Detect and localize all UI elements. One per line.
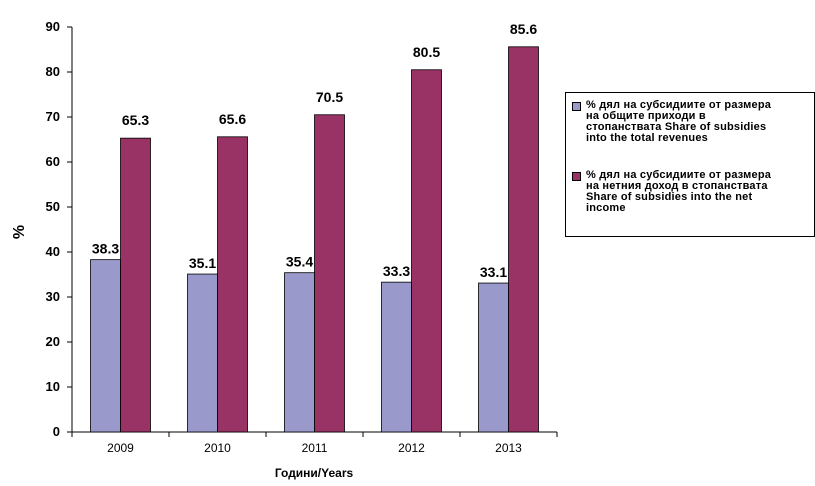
bar-net-income [217, 136, 248, 433]
bar-total-revenues [381, 281, 412, 433]
bar-total-revenues [90, 259, 121, 433]
bar-total-revenues [478, 282, 509, 433]
y-tick-label: 80 [46, 64, 60, 79]
bar-total-revenues [284, 272, 315, 433]
y-tick-label: 0 [53, 424, 60, 439]
data-label: 65.3 [122, 112, 149, 128]
chart-legend: % дял на субсидиите от размера на общите… [565, 92, 815, 237]
y-tick-label: 90 [46, 19, 60, 34]
bar-total-revenues [187, 273, 218, 433]
y-tick-label: 10 [46, 379, 60, 394]
chart-data-labels: 38.3 65.3 35.1 65.6 35.4 70.5 33.3 80.5 33.1 85.6 [92, 21, 537, 280]
data-label: 65.6 [219, 111, 246, 127]
y-axis-title: % [11, 225, 28, 239]
y-tick-label: 60 [46, 154, 60, 169]
data-label: 85.6 [510, 21, 537, 37]
data-label: 80.5 [413, 44, 440, 60]
y-tick-label: 70 [46, 109, 60, 124]
data-label: 33.1 [480, 264, 507, 280]
y-tick-label: 40 [46, 244, 60, 259]
data-label: 33.3 [383, 263, 410, 279]
legend-label-total-revenues: % дял на субсидиите от размера на общите… [586, 99, 772, 144]
bar-net-income [120, 137, 151, 433]
bar-net-income [508, 46, 539, 433]
x-tick-label: 2010 [204, 441, 231, 455]
y-tick-label: 50 [46, 199, 60, 214]
data-label: 38.3 [92, 241, 119, 257]
legend-label-net-income: % дял на субсидиите от размера на нетния… [586, 169, 772, 214]
legend-swatch-net-income [572, 172, 581, 181]
data-label: 35.4 [286, 254, 313, 270]
x-tick-label: 2011 [302, 441, 328, 455]
x-tick-label: 2013 [495, 441, 522, 455]
bar-net-income [411, 69, 442, 433]
x-axis-title: Години/Years [275, 466, 354, 480]
chart-axes: 0 10 20 30 40 50 60 70 80 90 2009 2010 2011 2012 2013 [46, 19, 558, 455]
data-label: 35.1 [189, 255, 216, 271]
chart-bars [90, 46, 539, 433]
data-label: 70.5 [316, 89, 343, 105]
y-tick-label: 30 [46, 289, 60, 304]
x-tick-label: 2009 [107, 441, 134, 455]
legend-swatch-total-revenues [572, 102, 581, 111]
bar-net-income [314, 114, 345, 433]
x-tick-label: 2012 [398, 441, 425, 455]
y-tick-label: 20 [46, 334, 60, 349]
